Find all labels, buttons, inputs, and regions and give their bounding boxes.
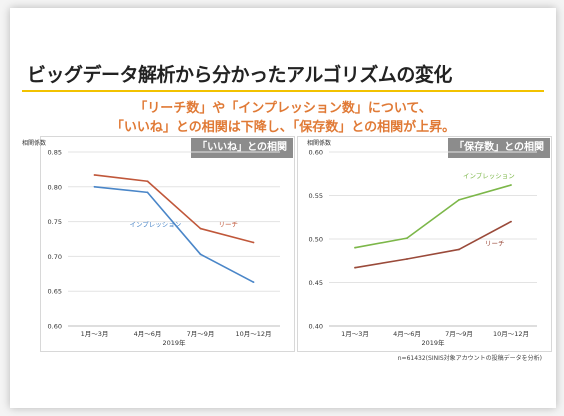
panel-header: 「保存数」との相関 bbox=[448, 138, 550, 158]
series-label: リーチ bbox=[219, 221, 239, 229]
panel-frame bbox=[40, 136, 295, 352]
data-point bbox=[93, 174, 96, 176]
data-point bbox=[146, 180, 149, 183]
x-tick-label: 4月〜6月 bbox=[134, 330, 162, 338]
x-tick-label: 7月〜9月 bbox=[187, 330, 215, 338]
panel-frame bbox=[297, 136, 552, 352]
panel-header: 「いいね」との相関 bbox=[191, 138, 293, 158]
y-tick-label: 0.55 bbox=[309, 192, 323, 200]
series-line bbox=[94, 174, 254, 244]
likes-correlation-panel: 「いいね」との相関 相関係数 0.60 0.65 0.70 0.75 0.80 0.85 1… bbox=[22, 136, 295, 352]
y-tick-label: 0.75 bbox=[48, 218, 62, 226]
x-axis-label: 2019年 bbox=[162, 338, 186, 347]
x-tick-label: 1月〜3月 bbox=[341, 330, 369, 338]
data-point bbox=[354, 246, 356, 249]
series-line bbox=[94, 186, 254, 283]
data-point bbox=[510, 184, 512, 186]
x-tick-label: 1月〜3月 bbox=[81, 330, 109, 338]
series-label: インプレッション bbox=[130, 220, 182, 228]
saves-correlation-chart: 0.40 0.45 0.50 0.55 0.60 1月〜3月 4月〜6月 7月〜9月 10月〜1… bbox=[309, 149, 537, 347]
series-label: リーチ bbox=[485, 239, 505, 247]
subtitle-line-1: 「リーチ数」や「インプレッション数」について、 bbox=[134, 101, 432, 116]
data-point bbox=[458, 198, 460, 201]
data-point bbox=[199, 227, 202, 230]
series-line bbox=[354, 184, 512, 249]
y-tick-label: 0.60 bbox=[48, 323, 62, 331]
y-tick-label: 0.65 bbox=[48, 288, 62, 296]
x-tick-label: 7月〜9月 bbox=[445, 330, 473, 338]
x-axis-label: 2019年 bbox=[421, 338, 445, 347]
likes-correlation-chart: 0.60 0.65 0.70 0.75 0.80 0.85 1月〜3月 4月〜6月 7月〜9月 1… bbox=[48, 149, 280, 347]
y-axis-label: 相関係数 bbox=[307, 140, 332, 147]
y-axis-label: 相関係数 bbox=[22, 140, 47, 147]
footnote: n=61432(SINIS対象アカウントの投稿データを分析) bbox=[397, 355, 542, 362]
x-tick-label: 10月〜12月 bbox=[493, 330, 529, 338]
x-tick-label: 10月〜12月 bbox=[235, 330, 271, 338]
subtitle-line-2: 「いいね」との相関は下降し、「保存数」との相関が上昇。 bbox=[110, 120, 456, 135]
data-point bbox=[93, 185, 96, 188]
data-point bbox=[146, 191, 149, 194]
data-point bbox=[354, 266, 356, 269]
series-label: インプレッション bbox=[463, 172, 515, 180]
y-tick-label: 0.80 bbox=[48, 183, 62, 191]
data-point bbox=[406, 258, 408, 260]
y-tick-label: 0.50 bbox=[309, 236, 323, 244]
data-point bbox=[510, 220, 512, 223]
x-tick-label: 4月〜6月 bbox=[393, 330, 421, 338]
data-point bbox=[252, 281, 255, 284]
y-tick-label: 0.70 bbox=[48, 253, 62, 261]
y-tick-label: 0.45 bbox=[309, 279, 323, 287]
data-point bbox=[458, 248, 460, 251]
y-tick-label: 0.85 bbox=[48, 149, 62, 157]
saves-correlation-panel: 「保存数」との相関 相関係数 0.40 0.45 0.50 0.55 0.60 1月〜3月… bbox=[297, 136, 552, 352]
series-line bbox=[354, 220, 512, 269]
y-tick-label: 0.60 bbox=[309, 149, 323, 157]
title-underline bbox=[22, 90, 544, 92]
data-point bbox=[252, 241, 255, 244]
y-tick-label: 0.40 bbox=[309, 323, 323, 331]
slide: ビッグデータ解析から分かったアルゴリズムの変化 「リーチ数」や「インプレッション… bbox=[10, 8, 556, 408]
slide-title: ビッグデータ解析から分かったアルゴリズムの変化 bbox=[27, 64, 452, 86]
data-point bbox=[406, 237, 408, 240]
data-point bbox=[199, 253, 202, 256]
